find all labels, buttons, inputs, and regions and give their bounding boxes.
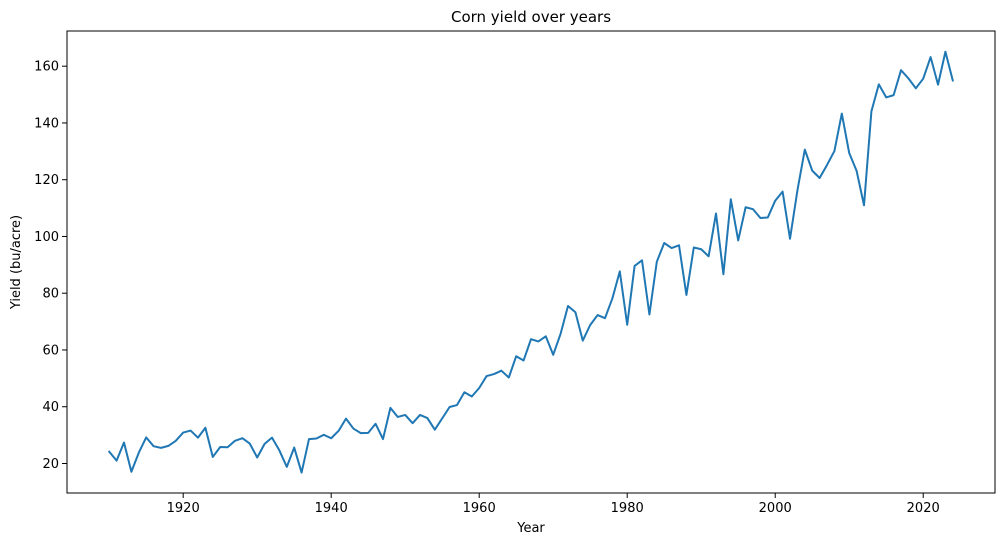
x-tick-label: 1940	[315, 501, 348, 516]
chart-title: Corn yield over years	[451, 8, 611, 26]
x-axis-label: Year	[516, 521, 545, 536]
y-tick-label: 60	[42, 343, 59, 358]
x-tick-label: 1980	[611, 501, 644, 516]
y-axis-label: Yield (bu/acre)	[9, 215, 24, 310]
x-tick-label: 2000	[759, 501, 792, 516]
x-tick-label: 1920	[167, 501, 200, 516]
series-line	[108, 50, 954, 474]
y-tick-label: 120	[34, 173, 59, 188]
y-tick-label: 80	[42, 287, 59, 302]
plot-frame	[66, 30, 996, 494]
x-tick-label: 2020	[907, 501, 940, 516]
y-tick-label: 100	[34, 230, 59, 245]
y-tick-label: 40	[42, 400, 59, 415]
y-tick-label: 160	[34, 60, 59, 75]
y-tick-label: 140	[34, 116, 59, 131]
y-tick-label: 20	[42, 457, 59, 472]
x-tick-label: 1960	[463, 501, 496, 516]
axis-ticks: 1920 1940 1960 1980 2000 20202040608010012014…	[34, 60, 940, 516]
